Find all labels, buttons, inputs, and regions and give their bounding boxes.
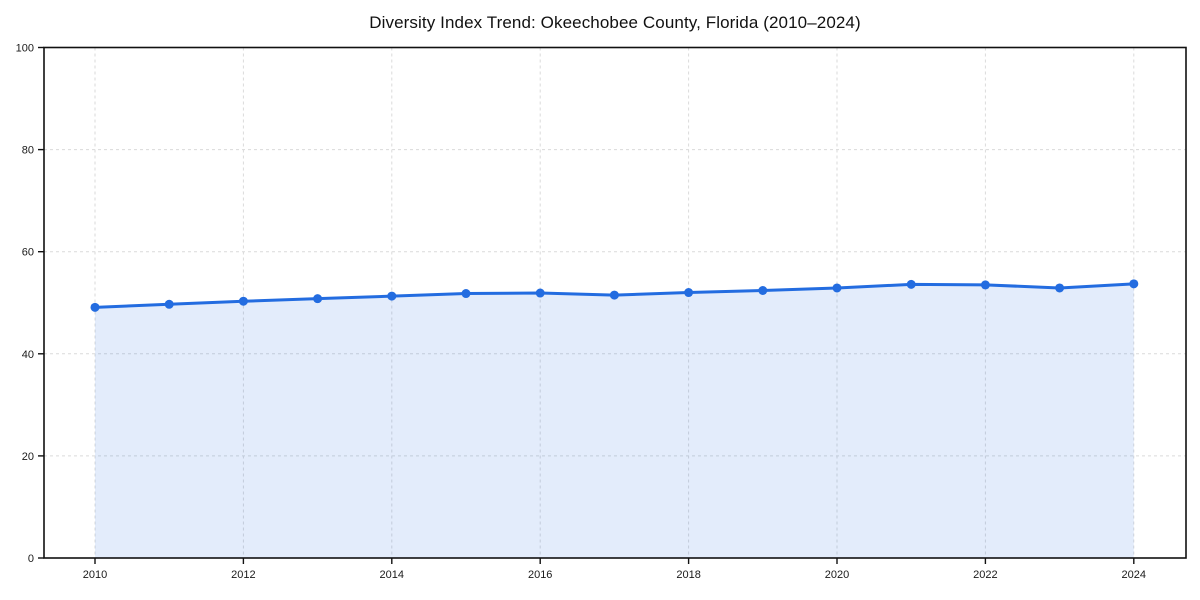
x-tick-label: 2018: [676, 569, 700, 581]
data-point-2013: [313, 294, 323, 304]
x-tick-label: 2012: [231, 569, 255, 581]
y-tick-label: 40: [22, 349, 34, 361]
data-point-2020: [832, 283, 842, 293]
data-point-2022: [980, 280, 990, 290]
y-tick-label: 20: [22, 451, 34, 463]
x-tick-label: 2022: [973, 569, 997, 581]
data-point-2010: [90, 302, 100, 312]
data-point-2019: [758, 285, 768, 295]
data-point-2024: [1129, 279, 1139, 289]
data-point-2011: [164, 299, 174, 309]
y-tick-label: 60: [22, 247, 34, 259]
data-point-2023: [1055, 283, 1065, 293]
data-point-2021: [906, 279, 916, 289]
x-tick-label: 2010: [83, 569, 107, 581]
data-point-2015: [461, 289, 471, 299]
data-point-2018: [684, 288, 694, 298]
chart-title: Diversity Index Trend: Okeechobee County…: [369, 13, 861, 32]
data-point-2012: [238, 296, 248, 306]
data-point-2014: [387, 291, 397, 301]
x-tick-label: 2016: [528, 569, 552, 581]
data-point-2016: [535, 288, 545, 298]
data-point-2017: [609, 290, 619, 300]
x-tick-label: 2014: [380, 569, 404, 581]
y-tick-label: 80: [22, 145, 34, 157]
x-tick-label: 2020: [825, 569, 849, 581]
y-tick-label: 100: [16, 43, 34, 55]
area-fill: [95, 283, 1134, 558]
x-tick-label: 2024: [1122, 569, 1146, 581]
y-tick-label: 0: [28, 553, 34, 565]
plot-border: [43, 46, 1187, 559]
